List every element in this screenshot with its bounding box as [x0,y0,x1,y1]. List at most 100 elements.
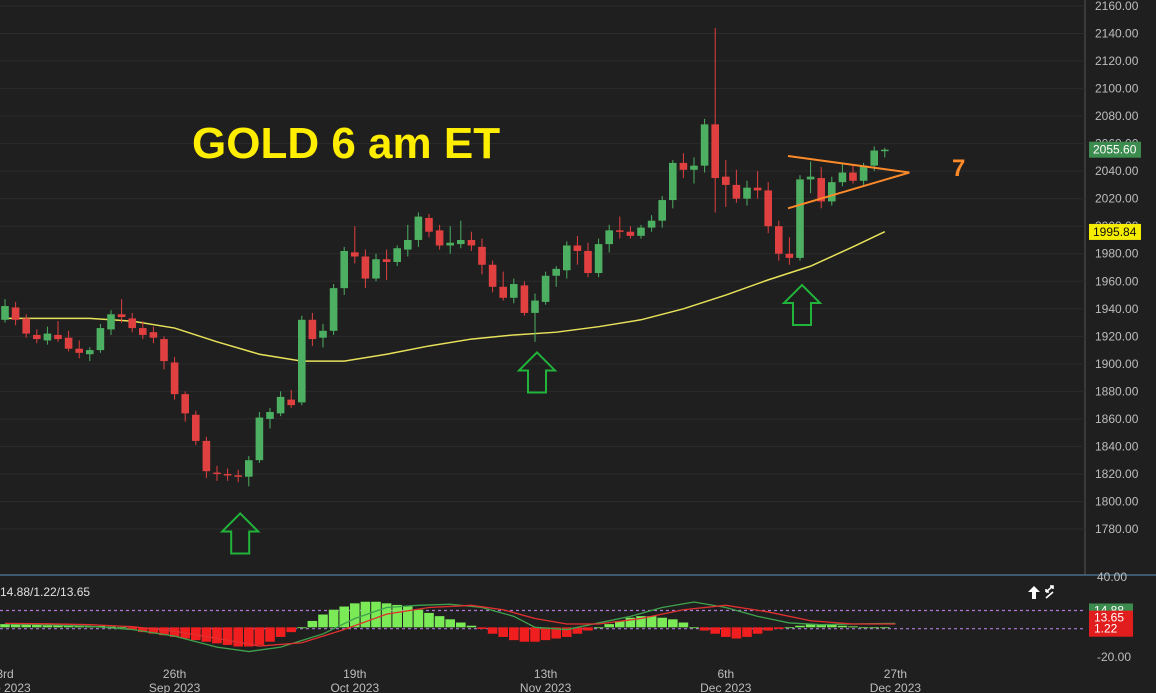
candle [202,436,211,479]
candle [329,284,338,335]
histogram-bar [498,627,508,637]
candle-body [139,328,147,335]
candle-body [669,162,677,201]
candle-body [75,348,83,353]
candle [372,253,380,282]
x-tick-month: Dec 2023 [700,681,752,693]
candle [616,216,624,239]
x-tick-day: 27th [884,667,907,681]
histogram-bar [328,609,339,628]
histogram-bar [434,616,445,628]
candle-body [520,285,529,313]
candle-body [647,220,656,228]
candle-body [117,314,126,318]
candle [1,299,9,323]
candle-body [467,239,476,246]
candle [319,323,327,348]
candle-body [775,226,783,254]
y-tick-label: 1960.00 [1095,274,1139,288]
candle [775,220,783,261]
candle [584,242,592,278]
histogram-bar [837,625,848,628]
histogram-bar [805,624,816,628]
candle-body [64,337,73,349]
candle-body [828,182,836,202]
candle-body [700,124,709,166]
histogram-bar [138,627,148,633]
x-tick-day: 19th [343,667,366,681]
x-tick-month: Nov 2023 [520,681,572,693]
candle-body [308,319,317,340]
candle-body [223,473,232,476]
histogram-bar [572,627,583,634]
candle-body [298,319,306,403]
candle [605,224,613,253]
histogram-bar [816,624,826,628]
candle-body [722,176,730,185]
candle-body [425,217,433,232]
y-tick-label: 1860.00 [1095,412,1139,426]
candle-body [276,396,285,414]
moving-average-line [5,231,886,362]
up-arrow-icon [219,512,261,555]
histogram-bar [752,627,763,634]
histogram-bar [286,627,296,633]
candle-body [33,334,41,340]
candle-body [881,149,889,152]
histogram-bar [318,614,328,628]
candle-body [435,230,444,246]
histogram-bar [148,627,159,634]
candle [488,260,497,293]
candle-body [732,184,741,199]
candle [732,169,741,203]
x-tick-day: 3rd [0,667,14,681]
candle [817,167,825,209]
histogram-bar [74,626,84,628]
candle [679,153,688,179]
candle-body [107,314,115,330]
histogram-bar [159,627,169,636]
price-badge: 1995.84 [1089,223,1141,240]
price-badge-label: 2055.60 [1093,143,1137,157]
indicator-tick-label: 40.00 [1097,570,1127,584]
candle [626,226,635,239]
candle-body [319,330,327,338]
candle-body [128,318,136,329]
candle-body [563,245,571,271]
moving-average [5,231,886,362]
candle-body [1,306,9,320]
histogram-bar [869,627,879,629]
candle-body [499,286,507,298]
histogram-bar [593,627,604,629]
candle [806,161,815,194]
candle-body [616,230,624,232]
candle-body [266,412,274,419]
candle-body [160,339,168,362]
candle [340,246,348,296]
price-axis: 1780.00 1800.00 1820.00 1840.00 1860.00 1880.… [1095,0,1139,536]
expand-icon[interactable] [1028,585,1054,599]
candle [139,321,147,340]
candle [520,281,529,316]
indicator-line-red [4,604,896,647]
histogram-bar [297,627,307,629]
price-badge-box [1089,141,1141,158]
y-tick-label: 2040.00 [1095,164,1139,178]
histogram-bar [519,627,530,642]
candle-body [329,288,338,331]
candle [457,220,465,249]
histogram-bar [32,624,42,628]
candle-body [594,244,603,274]
candle [711,28,719,213]
y-tick-label: 1820.00 [1095,467,1139,481]
histogram-bar [339,606,349,628]
histogram-bar [106,626,116,628]
histogram-bar [699,627,710,631]
price-badge: 2055.60 [1089,141,1141,158]
candle-body [478,246,486,265]
indicator-badge: 1.22 [1089,621,1133,637]
histogram-bar [678,622,689,628]
y-tick-label: 1840.00 [1095,439,1139,453]
